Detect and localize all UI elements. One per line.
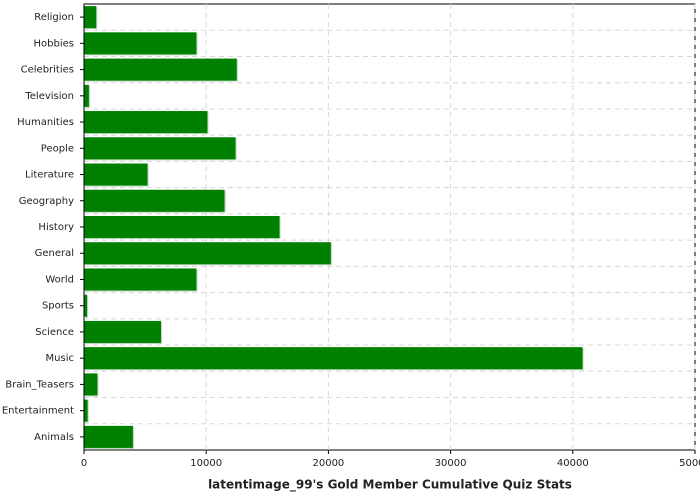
bar <box>84 84 89 107</box>
x-tick-label: 30000 <box>435 458 467 469</box>
bar <box>84 111 208 134</box>
x-tick-label: 50000 <box>679 458 700 469</box>
y-tick-label: Entertainment <box>2 406 74 417</box>
y-tick-label: Brain_Teasers <box>5 379 74 390</box>
chart-title: latentimage_99's Gold Member Cumulative … <box>208 478 572 493</box>
bar <box>84 320 161 343</box>
bar <box>84 58 237 81</box>
y-tick-label: General <box>35 248 74 259</box>
y-tick-label: Hobbies <box>34 38 74 49</box>
bar <box>84 425 133 448</box>
bar <box>84 32 197 55</box>
bar <box>84 294 88 317</box>
bar <box>84 163 148 186</box>
y-tick-label: History <box>38 222 74 233</box>
y-tick-label: World <box>45 274 74 285</box>
bar <box>84 242 331 265</box>
x-tick-label: 0 <box>81 458 87 469</box>
y-tick-label: Television <box>24 91 74 102</box>
y-tick-label: Music <box>46 353 74 364</box>
bar <box>84 373 98 396</box>
y-tick-label: Animals <box>34 432 74 443</box>
bar <box>84 399 88 422</box>
x-tick-label: 20000 <box>312 458 344 469</box>
y-tick-label: Humanities <box>17 117 74 128</box>
bar <box>84 137 236 160</box>
y-tick-label: Literature <box>25 170 74 181</box>
bar <box>84 347 583 370</box>
y-tick-label: Science <box>35 327 74 338</box>
y-tick-label: Celebrities <box>21 65 74 76</box>
y-tick-label: People <box>41 143 74 154</box>
y-tick-label: Geography <box>19 196 74 207</box>
y-tick-label: Religion <box>34 12 74 23</box>
x-tick-label: 10000 <box>190 458 222 469</box>
y-tick-label: Sports <box>42 301 74 312</box>
x-tick-label: 40000 <box>557 458 589 469</box>
bar <box>84 189 225 212</box>
bar <box>84 6 97 29</box>
bar <box>84 268 197 291</box>
bar <box>84 215 280 239</box>
